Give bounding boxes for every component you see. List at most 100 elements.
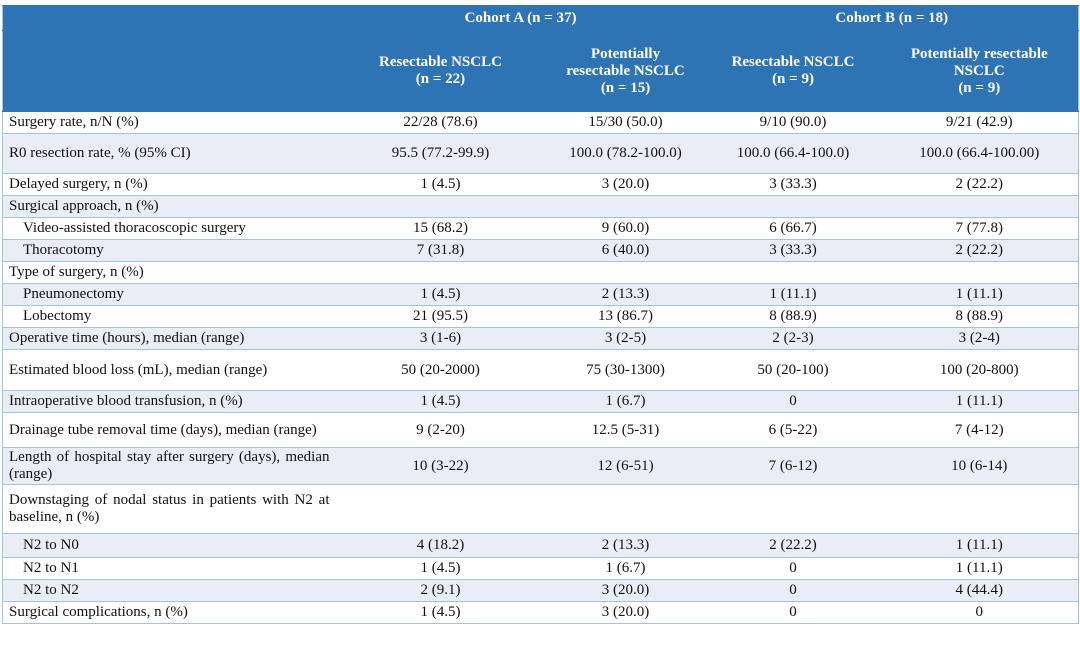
cell-value: 2 (22.2) xyxy=(880,173,1079,196)
cell-value xyxy=(880,195,1079,218)
table-row: N2 to N2 2 (9.1) 3 (20.0) 0 4 (44.4) xyxy=(2,579,1079,602)
cell-value: 2 (22.2) xyxy=(705,533,881,558)
cell-value: 1 (4.5) xyxy=(335,283,546,306)
cell-value xyxy=(705,195,881,218)
cell-value xyxy=(880,484,1079,534)
subgroup-header: Potentially resectable NSCLC (n = 9) xyxy=(880,30,1079,112)
cell-value: 8 (88.9) xyxy=(880,305,1079,328)
row-label: Pneumonectomy xyxy=(2,283,336,306)
row-label: N2 to N1 xyxy=(2,557,336,580)
table-row: Operative time (hours), median (range) 3 … xyxy=(2,327,1079,350)
cell-value: 1 (6.7) xyxy=(545,390,706,413)
row-label: Drainage tube removal time (days), media… xyxy=(2,412,336,448)
table-row: Thoracotomy 7 (31.8) 6 (40.0) 3 (33.3) 2 (22… xyxy=(2,239,1079,262)
cell-value: 3 (1-6) xyxy=(335,327,546,350)
row-label: Type of surgery, n (%) xyxy=(2,261,336,284)
cell-value: 10 (3-22) xyxy=(335,447,546,485)
cell-value xyxy=(335,195,546,218)
cell-value: 0 xyxy=(705,390,881,413)
cell-value: 1 (6.7) xyxy=(545,557,706,580)
cell-value: 1 (4.5) xyxy=(335,173,546,196)
cell-value: 1 (4.5) xyxy=(335,557,546,580)
cell-value: 1 (11.1) xyxy=(880,557,1079,580)
cell-value: 1 (11.1) xyxy=(880,533,1079,558)
row-label: Estimated blood loss (mL), median (range… xyxy=(2,349,336,391)
row-label: N2 to N2 xyxy=(2,579,336,602)
cohort-b-header: Cohort B (n = 18) xyxy=(705,5,1079,31)
cell-value: 0 xyxy=(880,601,1079,624)
cell-value: 6 (5-22) xyxy=(705,412,881,448)
table-row: Pneumonectomy 1 (4.5) 2 (13.3) 1 (11.1) 1 (1… xyxy=(2,283,1079,306)
cell-value: 1 (11.1) xyxy=(705,283,881,306)
cell-value: 95.5 (77.2-99.9) xyxy=(335,133,546,174)
subgroup-header: Resectable NSCLC (n = 9) xyxy=(705,30,881,112)
row-label: Surgery rate, n/N (%) xyxy=(2,111,336,134)
cell-value: 7 (77.8) xyxy=(880,217,1079,240)
cell-value: 2 (13.3) xyxy=(545,533,706,558)
row-label: Operative time (hours), median (range) xyxy=(2,327,336,350)
cell-value: 1 (11.1) xyxy=(880,283,1079,306)
row-label: Video-assisted thoracoscopic surgery xyxy=(2,217,336,240)
cell-value: 12 (6-51) xyxy=(545,447,706,485)
cell-value: 10 (6-14) xyxy=(880,447,1079,485)
cell-value: 12.5 (5-31) xyxy=(545,412,706,448)
row-label: Lobectomy xyxy=(2,305,336,328)
table-row: Length of hospital stay after surgery (d… xyxy=(2,447,1079,485)
cell-value: 75 (30-1300) xyxy=(545,349,706,391)
cell-value: 7 (4-12) xyxy=(880,412,1079,448)
table-row: Delayed surgery, n (%) 1 (4.5) 3 (20.0) 3 (… xyxy=(2,173,1079,196)
cell-value: 3 (20.0) xyxy=(545,579,706,602)
cell-value: 0 xyxy=(705,601,881,624)
cell-value: 3 (2-4) xyxy=(880,327,1079,350)
table-row: Drainage tube removal time (days), media… xyxy=(2,412,1079,448)
table-row: Surgery rate, n/N (%) 22/28 (78.6) 15/30 (… xyxy=(2,111,1079,134)
cell-value: 1 (4.5) xyxy=(335,390,546,413)
table-row: Surgical complications, n (%) 1 (4.5) 3 (2… xyxy=(2,601,1079,624)
table-row: Downstaging of nodal status in patients … xyxy=(2,484,1079,534)
cell-value: 50 (20-100) xyxy=(705,349,881,391)
cell-value: 9/10 (90.0) xyxy=(705,111,881,134)
cell-value: 15/30 (50.0) xyxy=(545,111,706,134)
cell-value xyxy=(880,261,1079,284)
cell-value: 100.0 (66.4-100.00) xyxy=(880,133,1079,174)
cell-value: 1 (11.1) xyxy=(880,390,1079,413)
cell-value: 2 (13.3) xyxy=(545,283,706,306)
cell-value xyxy=(335,261,546,284)
cell-value: 3 (20.0) xyxy=(545,601,706,624)
header-blank xyxy=(2,30,336,112)
cell-value: 1 (4.5) xyxy=(335,601,546,624)
cell-value: 2 (22.2) xyxy=(880,239,1079,262)
cell-value: 4 (44.4) xyxy=(880,579,1079,602)
cell-value xyxy=(705,484,881,534)
cell-value: 13 (86.7) xyxy=(545,305,706,328)
cell-value xyxy=(705,261,881,284)
cell-value xyxy=(545,261,706,284)
cell-value xyxy=(545,484,706,534)
cell-value xyxy=(545,195,706,218)
cell-value: 7 (6-12) xyxy=(705,447,881,485)
cell-value: 6 (66.7) xyxy=(705,217,881,240)
cell-value: 3 (33.3) xyxy=(705,239,881,262)
cell-value: 100 (20-800) xyxy=(880,349,1079,391)
row-label: N2 to N0 xyxy=(2,533,336,558)
cell-value: 3 (2-5) xyxy=(545,327,706,350)
cell-value: 2 (2-3) xyxy=(705,327,881,350)
row-label: Surgical complications, n (%) xyxy=(2,601,336,624)
table-row: Type of surgery, n (%) xyxy=(2,261,1079,284)
subgroup-header: Resectable NSCLC (n = 22) xyxy=(335,30,546,112)
cell-value: 15 (68.2) xyxy=(335,217,546,240)
row-label: Intraoperative blood transfusion, n (%) xyxy=(2,390,336,413)
cell-value: 3 (20.0) xyxy=(545,173,706,196)
row-label: Surgical approach, n (%) xyxy=(2,195,336,218)
table-row: R0 resection rate, % (95% CI) 95.5 (77.2-… xyxy=(2,133,1079,174)
row-label: Length of hospital stay after surgery (d… xyxy=(2,447,336,485)
cell-value xyxy=(335,484,546,534)
cell-value: 9/21 (42.9) xyxy=(880,111,1079,134)
table-row: Lobectomy 21 (95.5) 13 (86.7) 8 (88.9) 8 (88… xyxy=(2,305,1079,328)
table-row: Intraoperative blood transfusion, n (%) 1… xyxy=(2,390,1079,413)
cell-value: 100.0 (66.4-100.0) xyxy=(705,133,881,174)
cell-value: 7 (31.8) xyxy=(335,239,546,262)
row-label: Thoracotomy xyxy=(2,239,336,262)
table-row: N2 to N1 1 (4.5) 1 (6.7) 0 1 (11.1) xyxy=(2,557,1079,580)
row-label: R0 resection rate, % (95% CI) xyxy=(2,133,336,174)
